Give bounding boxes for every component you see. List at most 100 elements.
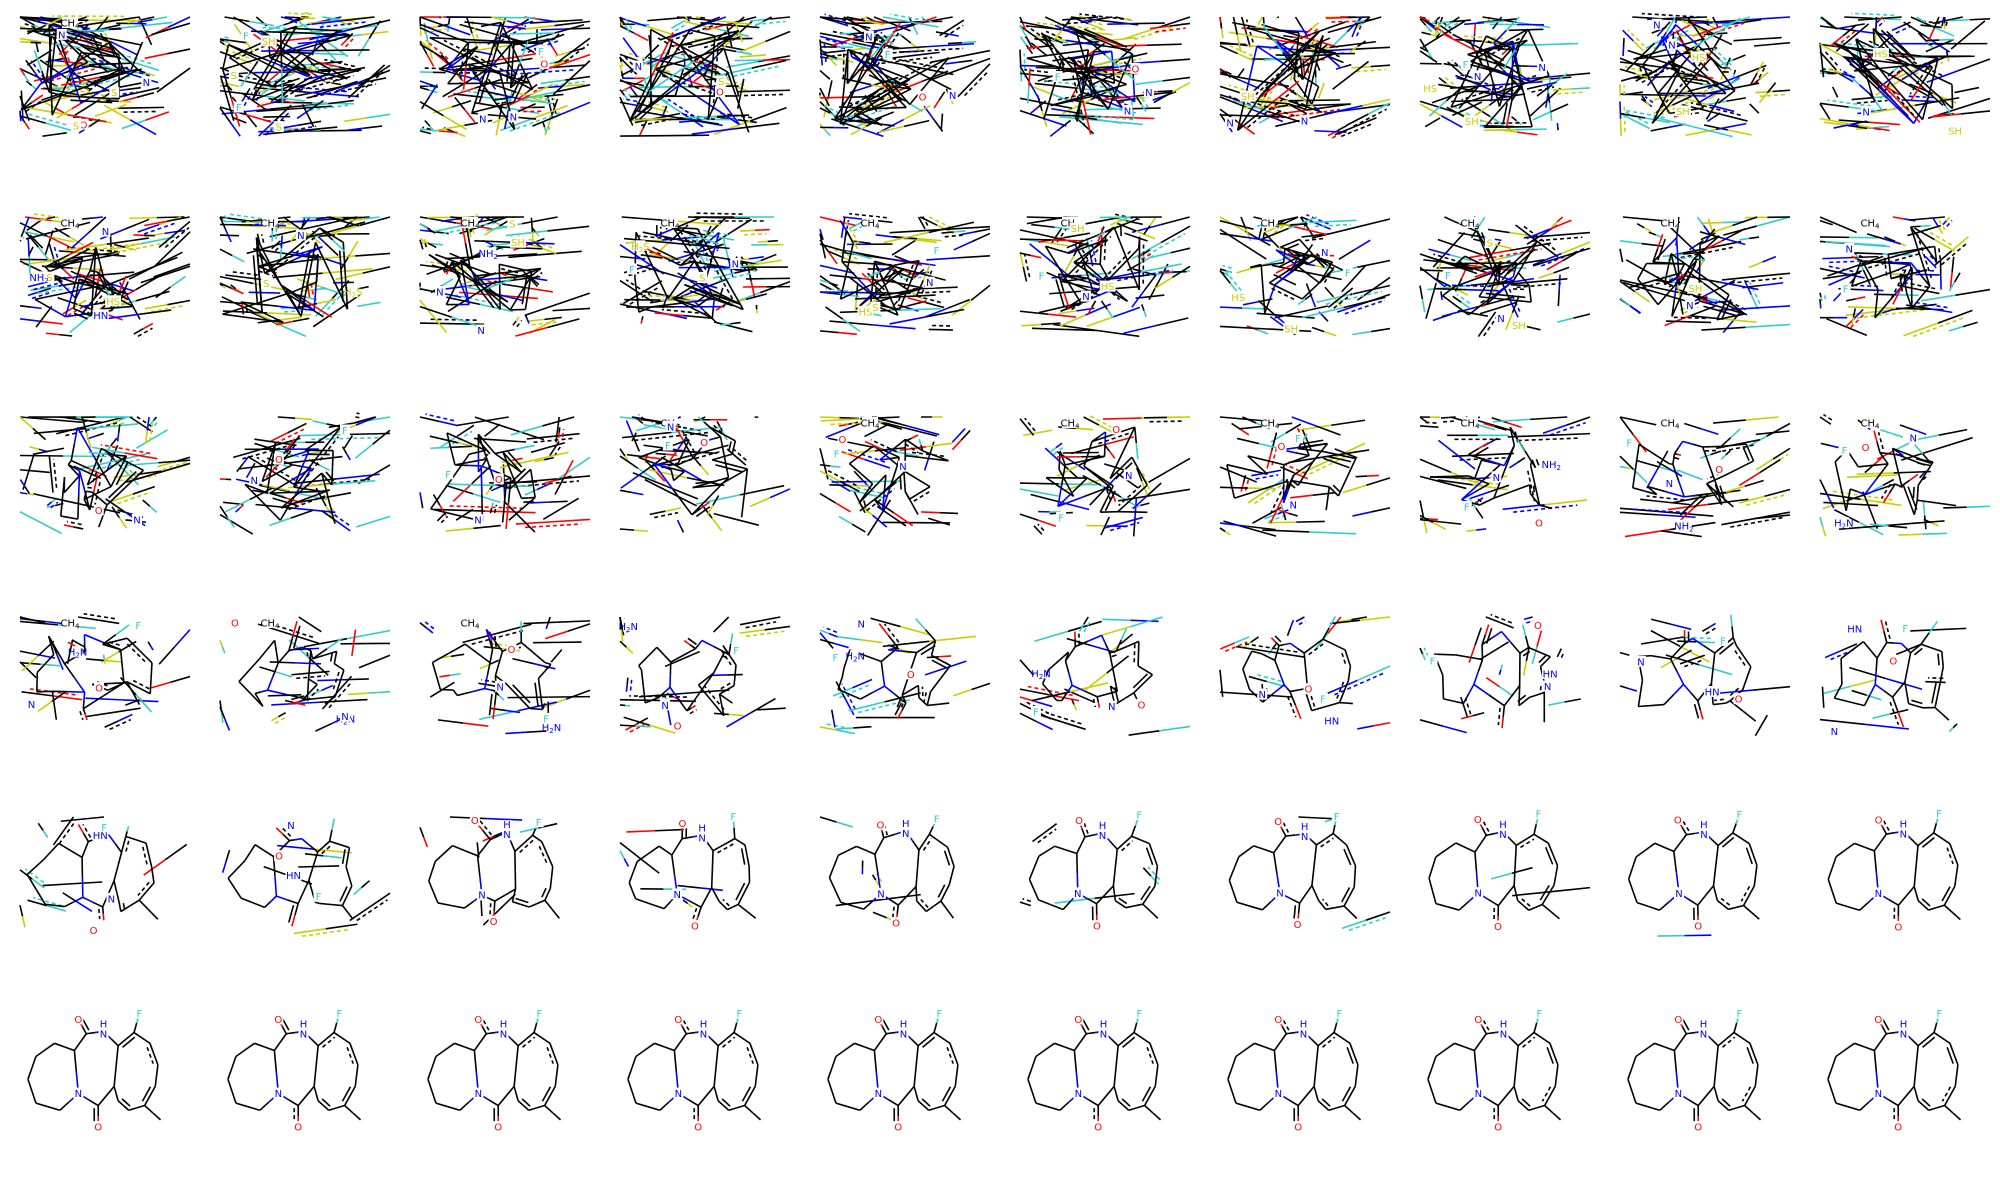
noise-bond bbox=[1874, 78, 1900, 96]
bond bbox=[509, 64, 521, 89]
noise-bond bbox=[19, 16, 35, 26]
bond bbox=[856, 52, 867, 69]
bond bbox=[47, 23, 54, 30]
noise-bond bbox=[1526, 84, 1543, 90]
bond bbox=[288, 25, 297, 30]
noise-bond-second-line bbox=[623, 16, 633, 29]
noise-bond bbox=[1932, 25, 1955, 37]
noise-bond-second-line bbox=[422, 126, 431, 131]
noise-bond bbox=[1044, 241, 1069, 247]
noise-bond bbox=[831, 118, 858, 129]
noise-bond bbox=[1879, 16, 1902, 20]
bond bbox=[1104, 54, 1136, 81]
noise-bond bbox=[309, 99, 324, 111]
noise-bond bbox=[99, 32, 105, 40]
noise-bond bbox=[1140, 263, 1182, 273]
bond bbox=[64, 95, 92, 99]
bond bbox=[1921, 66, 1934, 85]
noise-bond bbox=[1452, 108, 1468, 117]
noise-bond bbox=[451, 445, 472, 449]
atom-label: O bbox=[495, 475, 503, 486]
bond bbox=[1710, 57, 1724, 75]
noise-bond-second-line bbox=[1945, 18, 1949, 26]
bond bbox=[69, 460, 72, 464]
noise-bond bbox=[1553, 266, 1570, 274]
bond bbox=[712, 459, 730, 466]
noise-bond bbox=[35, 41, 38, 48]
noise-bond bbox=[1931, 113, 1961, 118]
noise-bond bbox=[1739, 237, 1750, 241]
noise-bond bbox=[619, 279, 638, 293]
noise-bond-second-line bbox=[622, 97, 638, 103]
noise-bond bbox=[328, 99, 354, 105]
noise-bond bbox=[1819, 69, 1829, 73]
atom-label: N bbox=[1082, 292, 1089, 303]
bond bbox=[1664, 237, 1678, 251]
noise-bond bbox=[1726, 97, 1746, 102]
bond bbox=[1267, 80, 1300, 107]
bond bbox=[878, 293, 885, 297]
noise-bond bbox=[62, 29, 105, 33]
noise-bond bbox=[284, 16, 301, 19]
bond bbox=[83, 495, 87, 500]
bond-second-line bbox=[252, 255, 259, 306]
noise-bond bbox=[1924, 39, 1940, 42]
noise-bond bbox=[1819, 117, 1851, 125]
noise-bond bbox=[1826, 221, 1833, 226]
atom-label: N bbox=[133, 516, 140, 527]
noise-bond bbox=[1931, 25, 1942, 29]
bond bbox=[499, 263, 511, 268]
noise-bond bbox=[1874, 30, 1877, 45]
noise-bond bbox=[1672, 95, 1692, 106]
atom-label-mask bbox=[71, 119, 82, 131]
noise-bond bbox=[622, 37, 631, 48]
noise-bond-second-line bbox=[280, 125, 317, 134]
bond bbox=[1699, 258, 1706, 261]
atom-label: N bbox=[297, 231, 304, 242]
noise-bond bbox=[1644, 117, 1671, 124]
bond bbox=[1314, 86, 1320, 96]
noise-bond bbox=[819, 282, 827, 288]
noise-bond bbox=[167, 16, 191, 29]
bond bbox=[20, 90, 74, 111]
noise-bond-second-line bbox=[1625, 110, 1649, 124]
noise-bond bbox=[1295, 93, 1315, 108]
bond bbox=[486, 39, 543, 45]
noise-bond bbox=[279, 316, 302, 321]
noise-bond bbox=[893, 20, 943, 24]
noise-bond bbox=[882, 16, 911, 23]
noise-bond bbox=[1116, 97, 1136, 103]
noise-bond bbox=[558, 427, 561, 433]
bond bbox=[262, 501, 281, 521]
bond-second-line bbox=[1909, 68, 1928, 95]
bond bbox=[303, 54, 348, 80]
noise-bond bbox=[1712, 16, 1717, 23]
bond-second-line bbox=[1502, 103, 1508, 125]
noise-bond bbox=[754, 20, 764, 27]
noise-bond bbox=[1233, 99, 1268, 112]
noise-bond bbox=[1754, 43, 1773, 47]
noise-bond bbox=[1123, 324, 1157, 335]
atom-label-mask bbox=[477, 113, 488, 125]
bond bbox=[1498, 41, 1513, 50]
atom-label-mask bbox=[141, 76, 152, 88]
noise-bond bbox=[891, 246, 905, 256]
noise-bond bbox=[45, 332, 60, 336]
noise-bond bbox=[1464, 21, 1485, 26]
noise-bond bbox=[844, 450, 876, 455]
bond bbox=[1855, 39, 1866, 70]
noise-bond bbox=[713, 120, 751, 136]
noise-bond bbox=[346, 32, 354, 41]
noise-bond-second-line bbox=[707, 71, 745, 87]
noise-bond bbox=[24, 486, 31, 495]
bond bbox=[471, 106, 494, 114]
noise-bond bbox=[256, 101, 273, 108]
noise-bond bbox=[938, 91, 946, 101]
bond bbox=[480, 465, 483, 494]
noise-bond bbox=[1634, 290, 1651, 303]
noise-bond bbox=[749, 106, 787, 122]
noise-bond bbox=[1487, 228, 1510, 234]
